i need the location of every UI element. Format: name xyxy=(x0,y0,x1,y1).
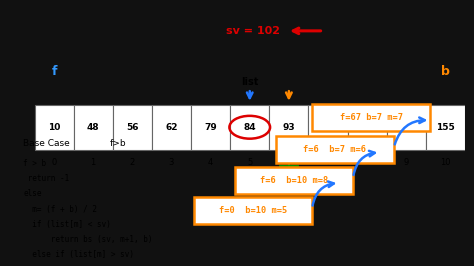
Text: 79: 79 xyxy=(204,123,217,132)
Text: 148: 148 xyxy=(358,123,376,132)
FancyBboxPatch shape xyxy=(276,136,394,163)
Bar xyxy=(35,105,73,149)
Bar xyxy=(73,105,113,149)
Text: else: else xyxy=(23,189,42,198)
Text: 6: 6 xyxy=(286,158,292,167)
Circle shape xyxy=(281,154,297,163)
Text: 4: 4 xyxy=(208,158,213,167)
Text: if (list[m] < sv): if (list[m] < sv) xyxy=(23,220,111,229)
Text: 8: 8 xyxy=(365,158,370,167)
Bar xyxy=(230,105,269,149)
Text: f=6  b=7 m=6: f=6 b=7 m=6 xyxy=(303,145,366,154)
Text: b: b xyxy=(441,65,450,78)
Text: m= (f + b) / 2: m= (f + b) / 2 xyxy=(23,205,97,214)
Bar xyxy=(426,105,465,149)
Text: f: f xyxy=(51,65,57,78)
Text: 93: 93 xyxy=(283,123,295,132)
Text: 3: 3 xyxy=(169,158,174,167)
Bar xyxy=(269,105,309,149)
Text: 84: 84 xyxy=(244,123,256,132)
Text: 2: 2 xyxy=(130,158,135,167)
Text: 1: 1 xyxy=(91,158,96,167)
Text: Base Case: Base Case xyxy=(23,139,70,148)
Bar xyxy=(347,105,387,149)
Bar xyxy=(387,105,426,149)
Text: 102: 102 xyxy=(319,123,337,132)
Bar xyxy=(152,105,191,149)
Text: 10: 10 xyxy=(48,123,60,132)
Text: f > b: f > b xyxy=(23,159,46,168)
Text: 7: 7 xyxy=(325,158,331,167)
Text: 155: 155 xyxy=(436,123,455,132)
FancyBboxPatch shape xyxy=(194,197,312,224)
Text: 9: 9 xyxy=(404,158,409,167)
Text: f=0  b=10 m=5: f=0 b=10 m=5 xyxy=(219,206,287,215)
Bar xyxy=(191,105,230,149)
Text: f=67 b=7 m=7: f=67 b=7 m=7 xyxy=(340,113,403,122)
Text: return -1: return -1 xyxy=(23,174,69,183)
Text: else if (list[m] > sv): else if (list[m] > sv) xyxy=(23,251,134,259)
Bar xyxy=(309,105,347,149)
FancyBboxPatch shape xyxy=(235,167,353,194)
Text: 48: 48 xyxy=(87,123,100,132)
Text: 56: 56 xyxy=(126,123,138,132)
Text: m: m xyxy=(244,178,255,188)
Text: f=6  b=10 m=8: f=6 b=10 m=8 xyxy=(260,176,328,185)
Text: 62: 62 xyxy=(165,123,178,132)
Text: return bs (sv, m+1, b): return bs (sv, m+1, b) xyxy=(23,235,153,244)
Text: list: list xyxy=(241,77,258,87)
Text: 5: 5 xyxy=(247,158,252,167)
Text: 10: 10 xyxy=(440,158,451,167)
FancyBboxPatch shape xyxy=(312,104,430,131)
Text: 152: 152 xyxy=(397,123,416,132)
Text: 0: 0 xyxy=(52,158,57,167)
Text: f>b: f>b xyxy=(109,139,126,148)
Text: sv = 102: sv = 102 xyxy=(226,26,280,36)
Bar xyxy=(113,105,152,149)
